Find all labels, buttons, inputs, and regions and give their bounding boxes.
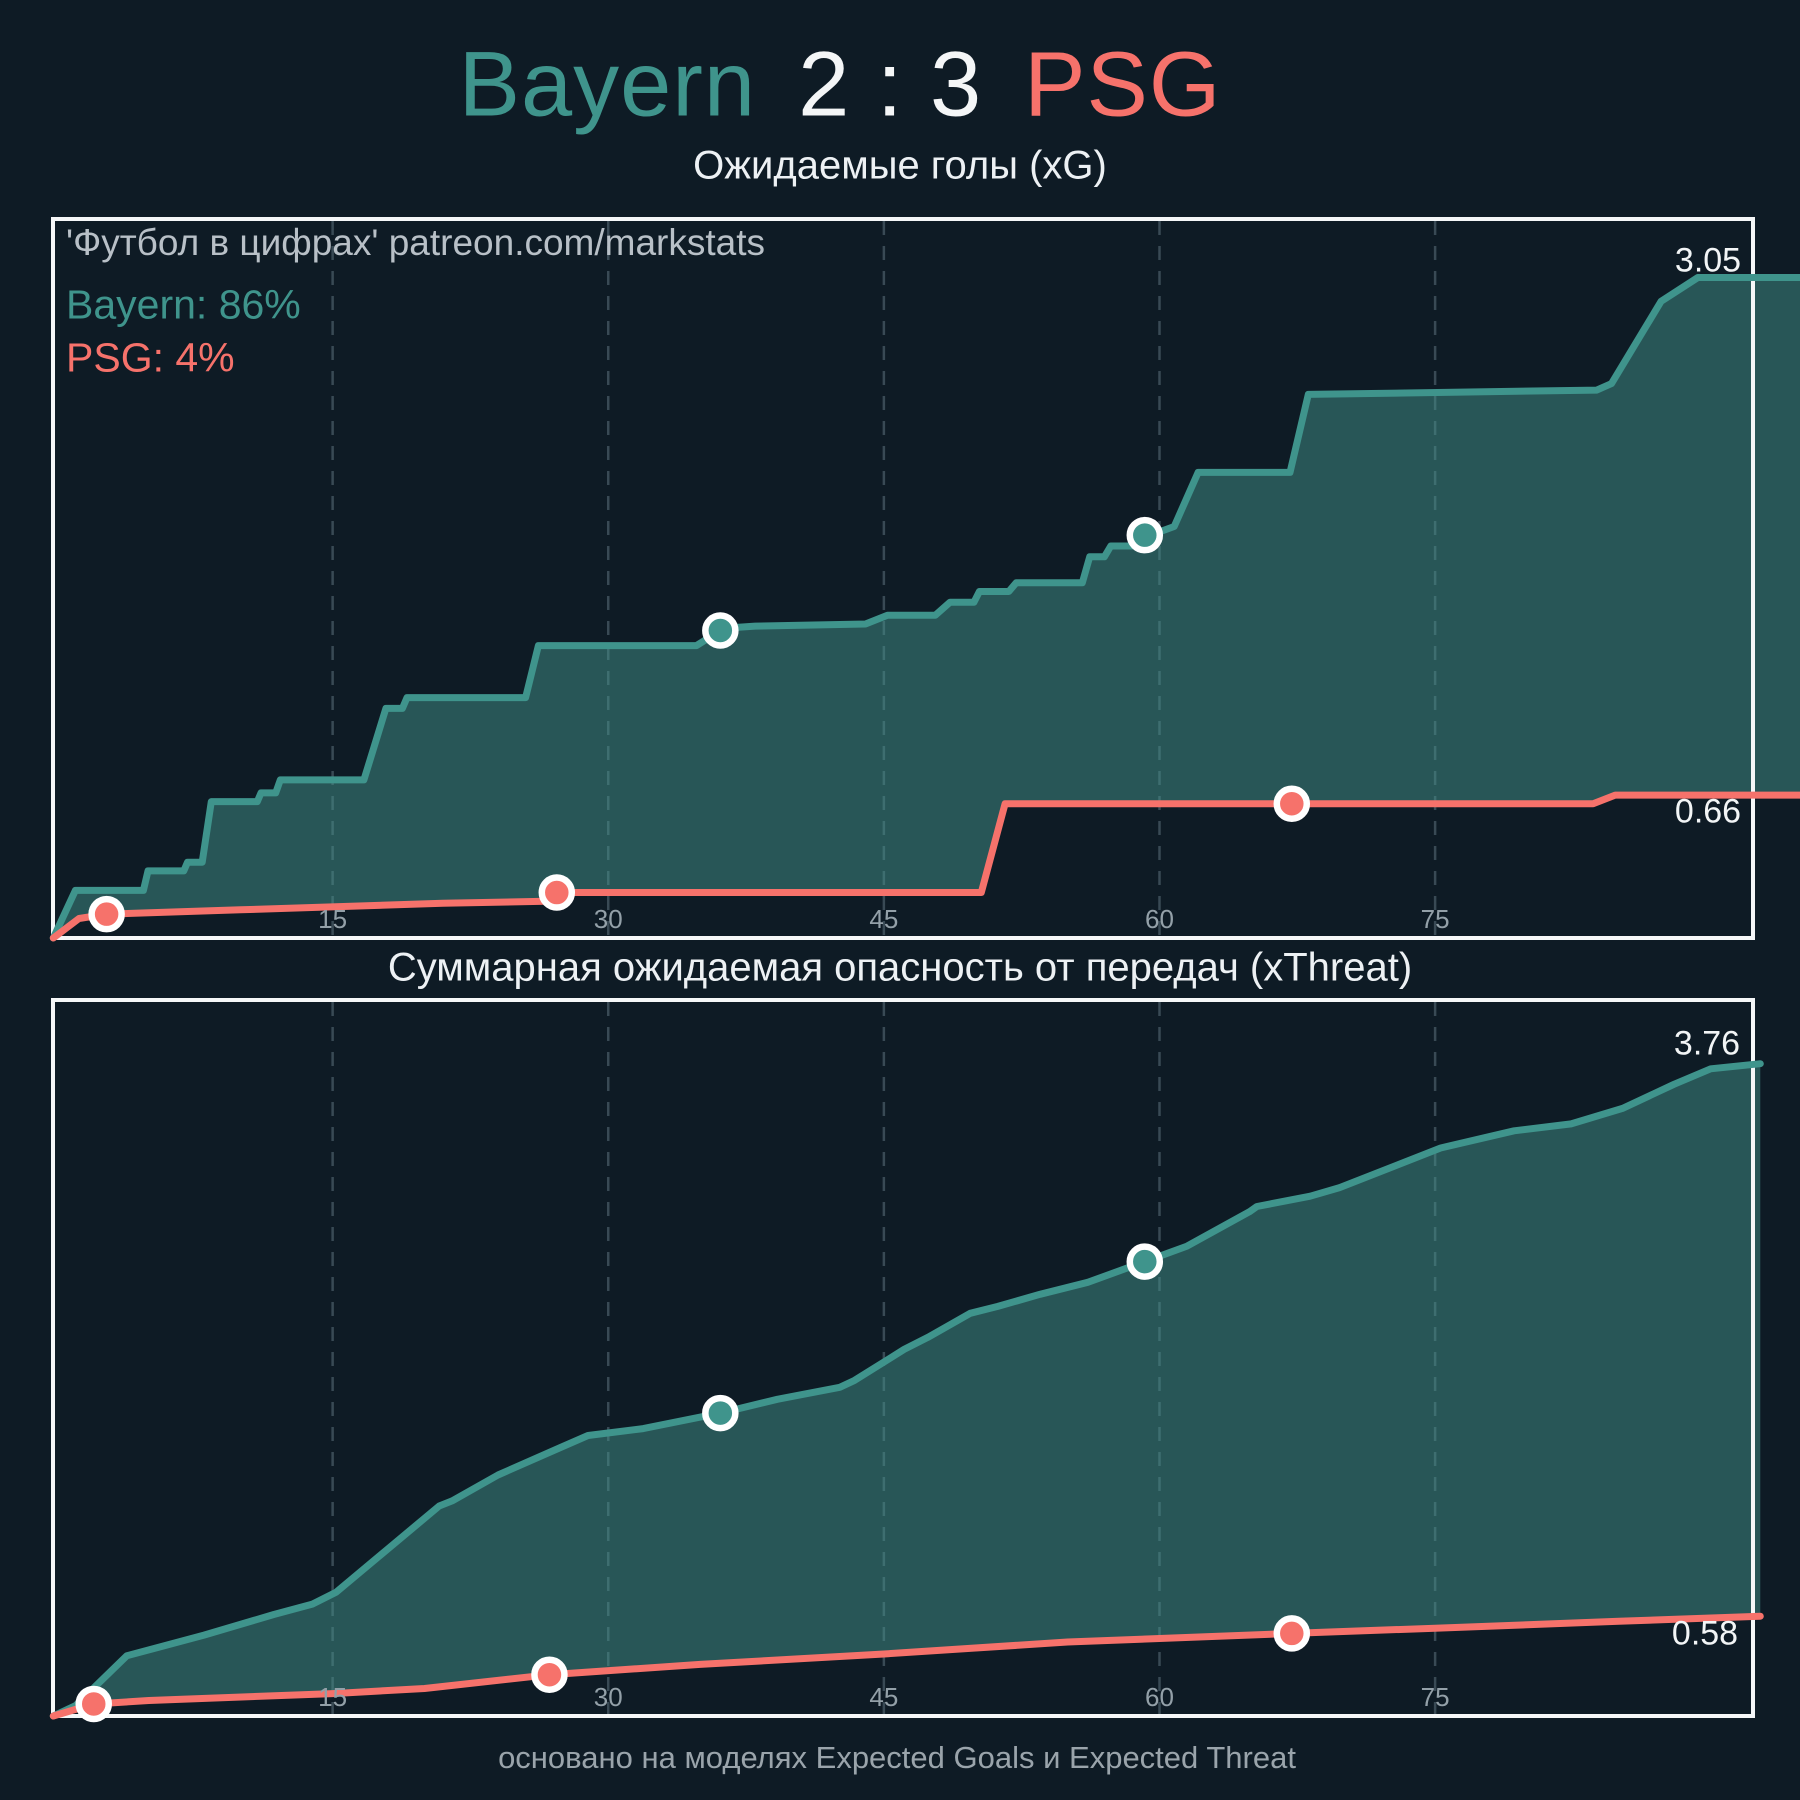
match-score: 2 : 3 <box>798 33 983 136</box>
psg-goal-marker <box>1273 1615 1311 1652</box>
psg-goal-marker <box>531 1656 568 1693</box>
home-win-probability: Bayern: 86% <box>66 281 301 328</box>
xg-plot: 15 30 45 60 75 <box>49 217 1800 942</box>
xg-home-final-label: 3.05 <box>1674 241 1742 280</box>
tick-label-60: 60 <box>1145 1682 1174 1712</box>
tick-label-30: 30 <box>594 904 623 934</box>
xthreat-chart-title: Суммарная ожидаемая опасность от передач… <box>387 945 1413 990</box>
bayern-line <box>49 1060 1764 1720</box>
bayern-goal-marker <box>1126 516 1164 554</box>
tick-label-75: 75 <box>1421 1682 1450 1712</box>
watermark-credit: 'Футбол в цифрах' patreon.com/markstats <box>66 222 766 263</box>
psg-goal-marker <box>1273 785 1311 822</box>
xthreat-home-final-label: 3.76 <box>1673 1024 1741 1063</box>
xthreat-away-final-label: 0.58 <box>1671 1614 1739 1653</box>
xg-chart-title: Ожидаемые голы (xG) <box>693 143 1107 188</box>
tick-label-60: 60 <box>1145 904 1174 934</box>
home-area-fill <box>53 277 1800 938</box>
tick-label-15: 15 <box>318 1682 347 1712</box>
plot-border <box>51 998 1755 1718</box>
away-win-probability: PSG: 4% <box>66 334 235 381</box>
bayern-goal-marker <box>702 612 739 649</box>
psg-line <box>49 1612 1764 1720</box>
away-team-name: PSG <box>1024 33 1222 136</box>
bayern-goal-marker <box>1126 1243 1164 1280</box>
plot-border <box>51 217 1755 940</box>
psg-goal-marker <box>88 895 125 933</box>
xthreat-plot: 15 30 45 60 75 <box>49 998 1764 1723</box>
home-area-fill <box>53 1063 1761 1716</box>
xg-away-final-label: 0.66 <box>1674 792 1742 831</box>
bayern-goal-marker <box>702 1394 739 1432</box>
home-team-name: Bayern <box>458 33 757 136</box>
tick-label-45: 45 <box>869 904 898 934</box>
psg-goal-marker <box>538 874 576 911</box>
match-title: Bayern 2 : 3 PSG <box>459 33 1222 138</box>
bayern-line <box>49 274 1800 942</box>
footer-note: основано на моделях Expected Goals и Exp… <box>498 1740 1296 1775</box>
psg-goal-marker <box>75 1685 112 1723</box>
tick-label-30: 30 <box>594 1682 623 1712</box>
tick-label-75: 75 <box>1421 904 1450 934</box>
tick-label-45: 45 <box>869 1682 898 1712</box>
tick-label-15: 15 <box>318 904 347 934</box>
